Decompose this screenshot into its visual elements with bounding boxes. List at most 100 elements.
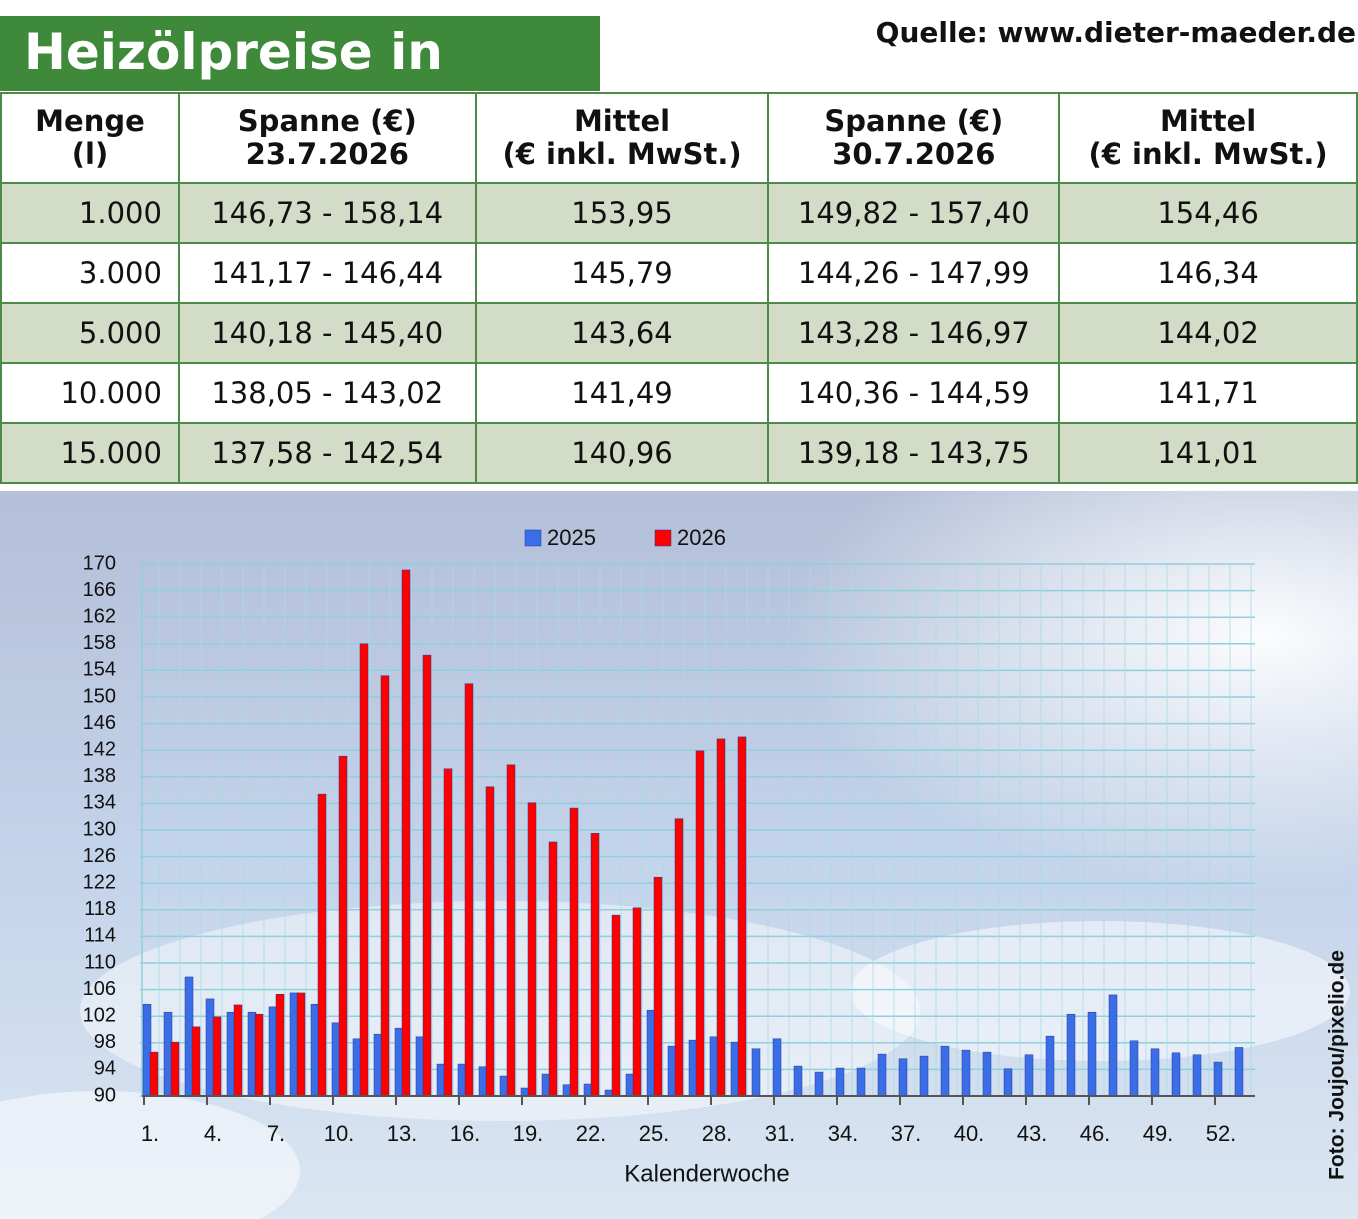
chart: Kalenderwoche Foto: Joujou/pixelio.de 90… bbox=[0, 491, 1358, 1219]
table-row: 10.000 138,05 - 143,02 141,49 140,36 - 144,… bbox=[0, 362, 1358, 424]
x-tick-label: 10. bbox=[324, 1121, 355, 1146]
x-tick-label: 37. bbox=[891, 1121, 922, 1146]
header-text: 30.7.2026 bbox=[832, 137, 996, 171]
y-tick-label: 126 bbox=[83, 845, 116, 867]
bar bbox=[149, 1051, 159, 1097]
table-row: 3.000 141,17 - 146,44 145,79 144,26 - 147,9… bbox=[0, 242, 1358, 304]
table-cell: 141,71 bbox=[1058, 362, 1358, 424]
x-axis-title: Kalenderwoche bbox=[624, 1160, 789, 1187]
legend-label: 2026 bbox=[677, 525, 726, 550]
price-table: Menge (l) Spanne (€) 23.7.2026 Mittel (€ inkl… bbox=[0, 92, 1358, 484]
x-tick-label: 25. bbox=[639, 1121, 670, 1146]
x-tick-label: 52. bbox=[1206, 1121, 1237, 1146]
y-tick-label: 102 bbox=[83, 1004, 116, 1026]
y-tick-label: 122 bbox=[83, 871, 116, 893]
y-tick-label: 94 bbox=[94, 1058, 116, 1080]
y-tick-label: 154 bbox=[83, 659, 116, 681]
bar bbox=[506, 764, 516, 1097]
bar bbox=[1129, 1040, 1139, 1097]
bar bbox=[443, 768, 453, 1097]
table-cell: 140,36 - 144,59 bbox=[767, 362, 1061, 424]
y-tick-label: 118 bbox=[84, 898, 116, 920]
bar bbox=[401, 569, 411, 1097]
header-text: (€ inkl. MwSt.) bbox=[1088, 137, 1328, 171]
photo-credit: Foto: Joujou/pixelio.de bbox=[1326, 950, 1349, 1180]
y-tick-label: 114 bbox=[84, 925, 116, 947]
x-tick-label: 22. bbox=[576, 1121, 607, 1146]
bar bbox=[1234, 1047, 1244, 1097]
y-tick-label: 138 bbox=[83, 765, 116, 787]
table-cell: 139,18 - 143,75 bbox=[767, 422, 1061, 484]
bar bbox=[940, 1045, 950, 1097]
x-tick-label: 28. bbox=[702, 1121, 733, 1146]
table-cell: 149,82 - 157,40 bbox=[767, 182, 1061, 244]
table-cell: 143,64 bbox=[474, 302, 770, 364]
header-text: (€ inkl. MwSt.) bbox=[502, 137, 742, 171]
y-tick-label: 130 bbox=[83, 818, 116, 840]
table-cell: 5.000 bbox=[0, 302, 180, 364]
table-cell: 154,46 bbox=[1058, 182, 1358, 244]
bar bbox=[814, 1071, 824, 1097]
x-tick-label: 16. bbox=[450, 1121, 481, 1146]
x-tick-label: 13. bbox=[387, 1121, 418, 1146]
bar bbox=[548, 841, 558, 1097]
source: Quelle: www.dieter-maeder.de bbox=[875, 16, 1356, 49]
bar bbox=[695, 750, 705, 1097]
y-tick-label: 134 bbox=[83, 792, 116, 814]
table-cell: 146,34 bbox=[1058, 242, 1358, 304]
bar bbox=[835, 1067, 845, 1097]
bar bbox=[275, 994, 285, 1097]
table-row: 5.000 140,18 - 145,40 143,64 143,28 - 146,9… bbox=[0, 302, 1358, 364]
header-text: Mittel bbox=[573, 104, 671, 138]
table-cell: 144,02 bbox=[1058, 302, 1358, 364]
header-text: (l) bbox=[71, 137, 109, 171]
table-cell: 141,17 - 146,44 bbox=[177, 242, 477, 304]
x-tick-label: 46. bbox=[1080, 1121, 1111, 1146]
header-row: Menge (l) Spanne (€) 23.7.2026 Mittel (€ inkl… bbox=[0, 92, 1358, 184]
table-cell: 144,26 - 147,99 bbox=[767, 242, 1061, 304]
bar bbox=[1024, 1054, 1034, 1097]
legend-swatch bbox=[524, 529, 542, 547]
table-cell: 143,28 - 146,97 bbox=[767, 302, 1061, 364]
bar bbox=[898, 1058, 908, 1097]
bar bbox=[590, 833, 600, 1097]
x-tick-label: 40. bbox=[954, 1121, 985, 1146]
bar bbox=[191, 1026, 201, 1097]
table-cell: 141,49 bbox=[474, 362, 770, 424]
header-text: 23.7.2026 bbox=[245, 137, 409, 171]
header-cell: Spanne (€) 23.7.2026 bbox=[177, 92, 477, 184]
table-cell: 3.000 bbox=[0, 242, 180, 304]
bar bbox=[359, 643, 369, 1097]
x-tick-label: 34. bbox=[828, 1121, 859, 1146]
bar bbox=[716, 738, 726, 1097]
bar bbox=[961, 1049, 971, 1097]
x-tick-label: 4. bbox=[204, 1121, 222, 1146]
bar bbox=[877, 1053, 887, 1097]
bar bbox=[569, 807, 579, 1097]
bar bbox=[1150, 1048, 1160, 1097]
bar bbox=[317, 793, 327, 1097]
table-cell: 140,18 - 145,40 bbox=[177, 302, 477, 364]
header-text: Spanne (€) bbox=[824, 104, 1004, 138]
bar bbox=[1213, 1061, 1223, 1097]
y-tick-label: 98 bbox=[94, 1031, 116, 1053]
bar bbox=[485, 786, 495, 1097]
y-tick-label: 106 bbox=[83, 978, 116, 1000]
table-cell: 153,95 bbox=[474, 182, 770, 244]
x-tick-label: 7. bbox=[267, 1121, 285, 1146]
bar bbox=[674, 818, 684, 1097]
bar bbox=[233, 1004, 243, 1097]
bar bbox=[170, 1041, 180, 1097]
bar bbox=[338, 755, 348, 1097]
header-text: Spanne (€) bbox=[237, 104, 417, 138]
x-tick-label: 49. bbox=[1143, 1121, 1174, 1146]
bar bbox=[422, 654, 432, 1097]
y-tick-label: 162 bbox=[83, 605, 116, 627]
bar bbox=[1066, 1013, 1076, 1097]
table-row: 15.000 137,58 - 142,54 140,96 139,18 - 143,… bbox=[0, 422, 1358, 484]
x-tick-label: 43. bbox=[1017, 1121, 1048, 1146]
bar bbox=[1087, 1011, 1097, 1097]
header-cell: Mittel (€ inkl. MwSt.) bbox=[1058, 92, 1358, 184]
bar bbox=[254, 1013, 264, 1097]
